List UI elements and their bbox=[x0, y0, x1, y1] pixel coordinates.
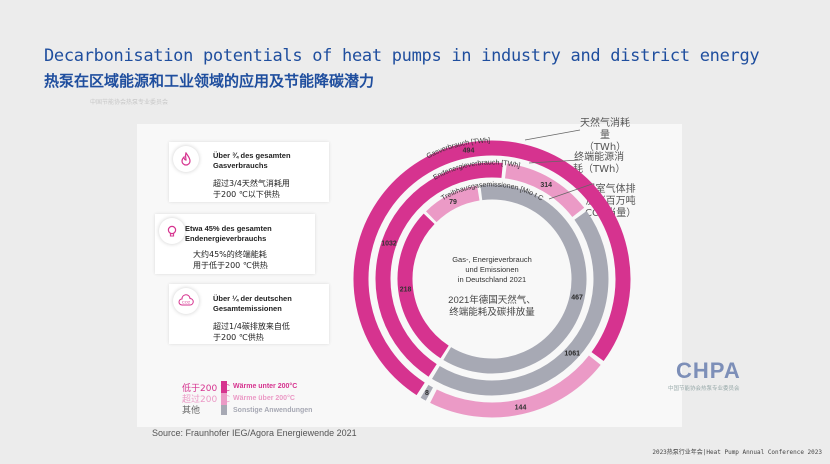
title-en: Decarbonisation potentials of heat pumps… bbox=[44, 46, 760, 66]
gas-card-cn-line1: 超过3/4天然气消耗用 bbox=[213, 179, 290, 188]
svg-text:CO2: CO2 bbox=[182, 300, 191, 305]
chpa-logo: CHPA bbox=[676, 358, 741, 383]
energy-card-de-line1: Etwa 45% des gesamten bbox=[185, 224, 272, 233]
ghg-ring-label-line1: 温室气体排 bbox=[585, 184, 636, 195]
legend-bar-below bbox=[221, 381, 227, 393]
ghg-ring-label-line3: CO2当量） bbox=[585, 208, 637, 219]
title-cn: 热泵在区域能源和工业领域的应用及节能降碳潜力 bbox=[44, 72, 375, 90]
legend-below-de: Wärme unter 200°C bbox=[233, 383, 298, 390]
ghg-ring-label-line2: 放（百万吨 bbox=[585, 196, 636, 207]
legend-other-cn: 其他 bbox=[182, 406, 201, 416]
legend-above-de: Wärme über 200°C bbox=[233, 395, 295, 402]
flame-icon bbox=[173, 146, 199, 172]
legend-above-cn: 超过200 ℃ bbox=[182, 395, 231, 405]
chpa-logo-sub: 中国节能协会热泵专业委员会 bbox=[668, 386, 740, 392]
legend-other-de: Sonstige Anwendungen bbox=[233, 407, 313, 414]
gas-ring-label-cn: 天然气消耗 量 （TWh） bbox=[580, 118, 630, 154]
source-note: Source: Fraunhofer IEG/Agora Energiewend… bbox=[152, 428, 357, 438]
legend-bar-other bbox=[221, 405, 227, 415]
final-ring-label-cn: 终端能源消 耗（TWh） bbox=[573, 152, 625, 176]
co2-icon: CO2 bbox=[173, 288, 199, 314]
gas-card-cn-line2: 于200 ℃以下供热 bbox=[213, 190, 280, 199]
final-ring-label-line2: 耗（TWh） bbox=[573, 164, 626, 175]
gas-card-de-line2: Gasverbrauchs bbox=[213, 161, 268, 170]
legend-bar-above bbox=[221, 393, 227, 405]
infographic-panel: Über ¾ des gesamten Gasverbrauchs 超过3/4天… bbox=[137, 118, 682, 427]
energy-card-cn-line2: 用于低于200 ℃供热 bbox=[193, 261, 268, 270]
legend-below-cn: 低于200 ℃ bbox=[182, 384, 231, 394]
energy-card-de-line2: Endenergieverbrauchs bbox=[185, 234, 267, 243]
emissions-card-de-line1: Über ¼ der deutschen bbox=[213, 294, 292, 303]
ghg-ring-label-cn: 温室气体排 放（百万吨 CO2当量） bbox=[585, 184, 636, 220]
final-ring-label-line1: 终端能源消 bbox=[574, 152, 625, 163]
gas-card-de-line1: Über ¾ des gesamten bbox=[213, 151, 291, 160]
energy-card-cn-line1: 大约45%的终端能耗 bbox=[193, 250, 267, 259]
lightbulb-icon bbox=[159, 218, 185, 244]
emissions-card-de-line2: Gesamtemissionen bbox=[213, 304, 282, 313]
gas-ring-label-line2: 量 bbox=[600, 130, 610, 141]
gas-ring-label-line1: 天然气消耗 bbox=[580, 118, 630, 129]
emissions-card-cn-line2: 于200 ℃供热 bbox=[213, 333, 264, 342]
conference-footer: 2023热泵行业年会|Heat Pump Annual Conference 2… bbox=[652, 449, 822, 456]
header-watermark: 中国节能协会热泵专业委员会 bbox=[90, 99, 169, 106]
emissions-card-cn-line1: 超过1/4碳排放来自低 bbox=[213, 322, 290, 331]
